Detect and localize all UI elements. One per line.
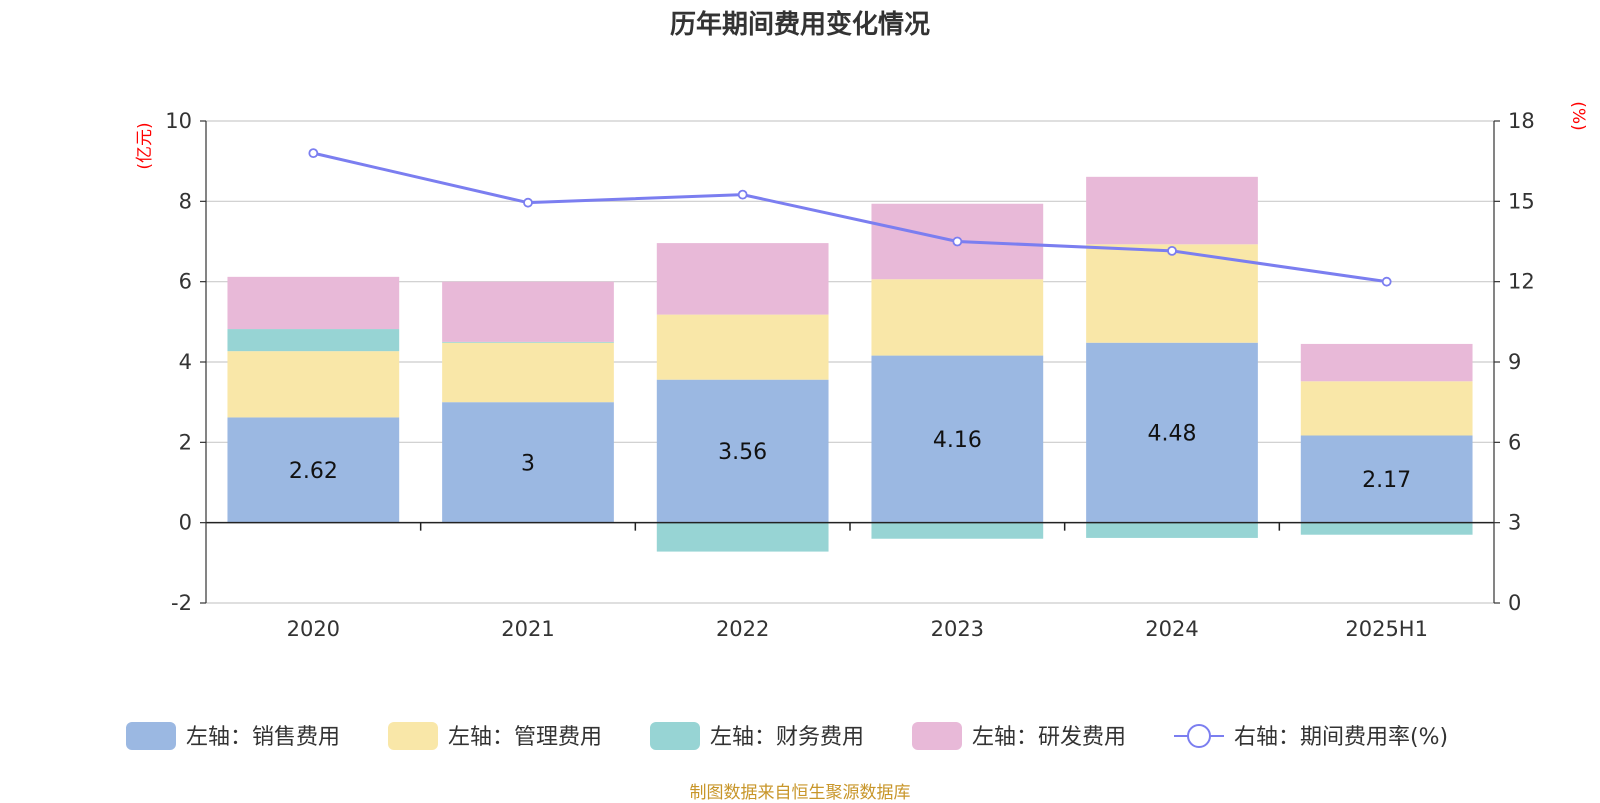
expense-rate-point (308, 148, 319, 159)
bar-value-label: 2.62 (289, 459, 338, 484)
legend-label: 左轴：销售费用 (186, 725, 340, 750)
bar-3-2025H1 (1300, 343, 1473, 382)
right-tick-label: 6 (1508, 430, 1521, 454)
expense-rate-line (308, 148, 1392, 287)
expense-rate-point (1167, 245, 1177, 256)
bar-1-2021 (442, 342, 614, 403)
expense-rate-point (737, 189, 748, 200)
bar-value-label: 3 (521, 451, 535, 476)
bar-2-2024 (1086, 522, 1258, 538)
bar-3-2022 (656, 243, 829, 315)
legend-swatch (650, 722, 700, 750)
legend-label: 左轴：财务费用 (710, 725, 864, 750)
bar-0-2023 (871, 355, 1044, 523)
legend: 左轴：销售费用 左轴：管理费用 左轴：财务费用 左轴：研发费用 右轴：期间费用率(%) (126, 722, 1448, 750)
bar-value-label: 2.17 (1362, 468, 1411, 493)
left-tick-label: 0 (179, 511, 192, 535)
legend-marker (1187, 724, 1211, 748)
legend-label: 右轴：期间费用率(%) (1234, 725, 1448, 750)
chart-title: 历年期间费用变化情况 (669, 10, 930, 40)
bar-2-2022 (656, 522, 829, 552)
right-tick-label: 18 (1508, 109, 1535, 133)
bar-2-2023 (871, 522, 1044, 539)
right-tick-label: 12 (1508, 270, 1535, 294)
bar-value-label: 4.48 (1148, 422, 1197, 447)
bar-0-2021 (442, 402, 614, 523)
category-label: 2025H1 (1345, 617, 1428, 641)
left-tick-label: -2 (171, 591, 192, 615)
bar-1-2023 (871, 279, 1044, 356)
left-tick-label: 4 (179, 350, 192, 374)
bar-2-2025H1 (1300, 522, 1473, 535)
bar-2-2020 (227, 329, 400, 352)
legend-label: 左轴：管理费用 (448, 725, 602, 750)
left-axis-unit: (亿元) (135, 122, 155, 169)
expense-rate-point (523, 197, 533, 208)
expense-rate-point (1381, 276, 1392, 287)
right-tick-label: 15 (1508, 189, 1535, 213)
axes: 10 18 8 15 6 12 4 9 2 6 0 3 -2 0 (亿元) (%) 2020 2021 2022 20… (135, 101, 1588, 641)
legend-label: 左轴：研发费用 (972, 725, 1126, 750)
expense-rate-point (952, 236, 963, 247)
category-label: 2024 (1145, 617, 1198, 641)
bar-0-2025H1 (1300, 435, 1473, 523)
category-label: 2020 (287, 617, 340, 641)
legend-swatch (912, 722, 962, 750)
bar-labels: 2.62 3 3.56 4.16 4.48 2.17 (289, 422, 1411, 493)
bar-0-2020 (227, 417, 400, 523)
category-label: 2021 (501, 617, 554, 641)
legend-swatch (388, 722, 438, 750)
bar-value-label: 3.56 (718, 440, 767, 465)
bar-1-2020 (227, 351, 400, 418)
left-tick-label: 6 (179, 270, 192, 294)
right-axis-unit: (%) (1568, 101, 1588, 130)
bar-3-2020 (227, 276, 400, 330)
bar-3-2021 (442, 281, 614, 342)
bar-value-label: 4.16 (933, 428, 982, 453)
bar-1-2025H1 (1300, 381, 1473, 436)
category-label: 2023 (931, 617, 984, 641)
right-tick-label: 0 (1508, 591, 1521, 615)
left-tick-label: 8 (179, 189, 192, 213)
bar-2-2021 (442, 341, 614, 343)
bar-3-2024 (1086, 176, 1258, 245)
bar-0-2024 (1086, 342, 1258, 523)
category-label: 2022 (716, 617, 769, 641)
right-tick-label: 3 (1508, 511, 1521, 535)
left-tick-label: 10 (165, 109, 192, 133)
bar-1-2022 (656, 314, 829, 380)
bar-0-2022 (656, 379, 829, 523)
right-tick-label: 9 (1508, 350, 1521, 374)
bars (227, 176, 1473, 552)
legend-swatch (126, 722, 176, 750)
left-tick-label: 2 (179, 430, 192, 454)
footer-source: 制图数据来自恒生聚源数据库 (689, 783, 911, 803)
bar-1-2024 (1086, 244, 1258, 343)
expense-rate-polyline (312, 151, 1387, 284)
